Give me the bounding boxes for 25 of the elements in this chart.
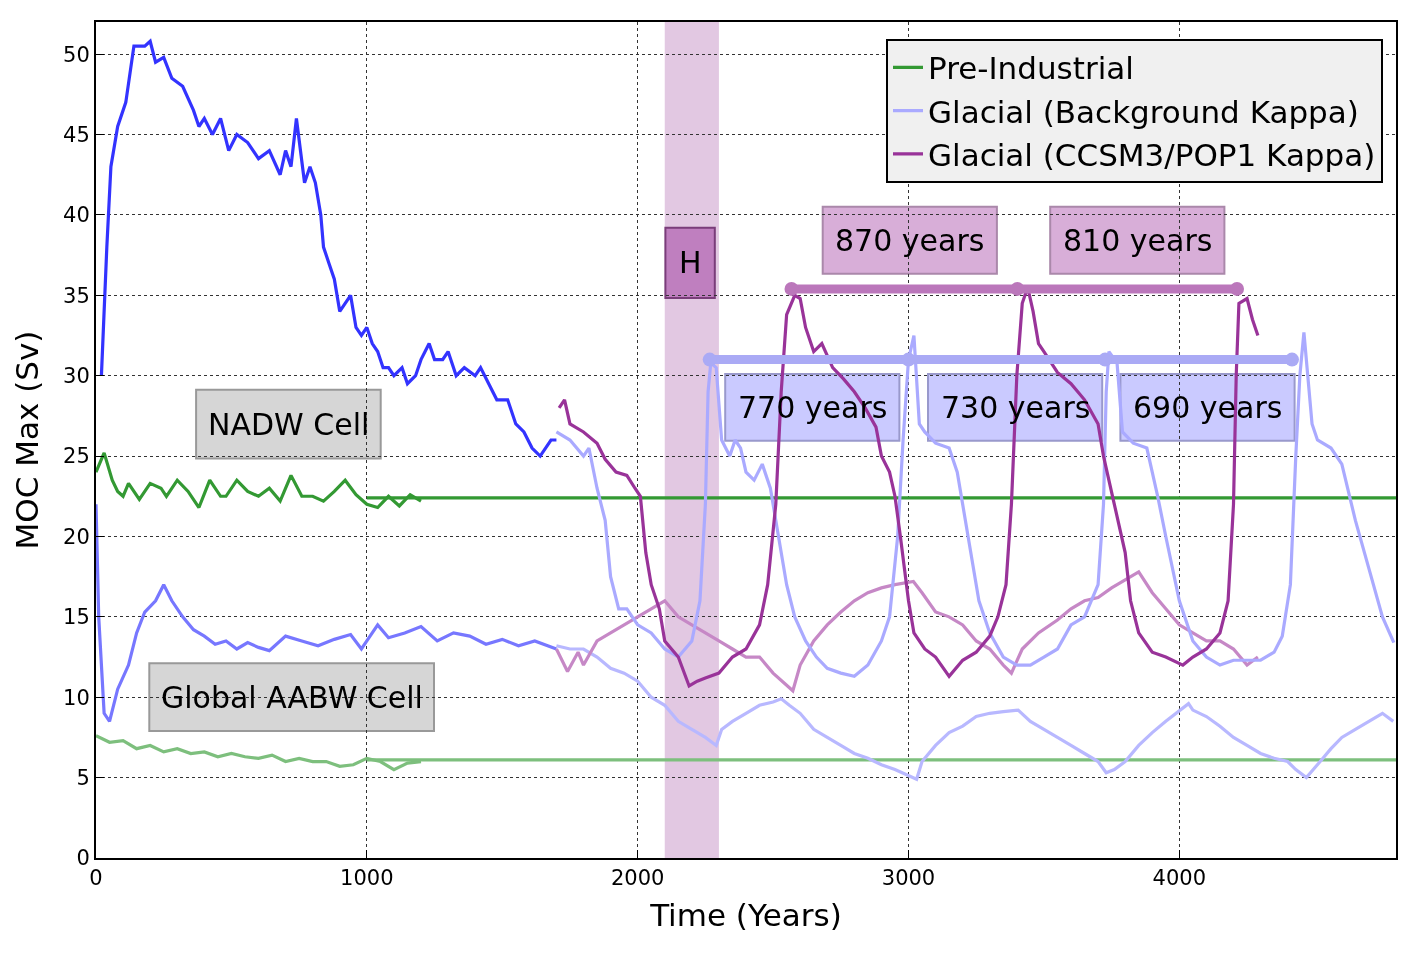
y-tick-label: 40 [63, 203, 90, 228]
x-tick-label: 1000 [340, 866, 394, 891]
x-tick-label: 3000 [881, 866, 936, 891]
y-tick-label: 25 [63, 444, 90, 469]
y-tick-label: 5 [76, 765, 90, 790]
annotation: H [679, 245, 702, 280]
legend-label: Glacial (Background Kappa) [928, 93, 1359, 130]
y-tick-label: 20 [63, 524, 90, 549]
x-tick-label: 2000 [610, 866, 665, 891]
annotation: NADW Cell [208, 407, 370, 442]
y-tick-label: 30 [63, 364, 90, 389]
y-tick-label: 45 [63, 122, 90, 147]
legend-label: Glacial (CCSM3/POP1 Kappa) [928, 137, 1376, 174]
x-axis-title: Time (Years) [649, 896, 842, 933]
y-tick-label: 0 [76, 846, 90, 871]
x-tick-label: 4000 [1152, 866, 1207, 891]
y-tick-label: 10 [63, 685, 90, 710]
y-tick-label: 15 [63, 605, 90, 630]
annotation: Global AABW Cell [161, 680, 423, 715]
legend-label: Pre-Industrial [928, 50, 1134, 87]
annotation: 870 years [835, 223, 985, 258]
annotation: 810 years [1063, 223, 1213, 258]
y-axis-title: MOC Max (Sv) [9, 330, 46, 550]
y-tick-label: 50 [63, 42, 90, 67]
y-tick-label: 35 [63, 283, 90, 308]
